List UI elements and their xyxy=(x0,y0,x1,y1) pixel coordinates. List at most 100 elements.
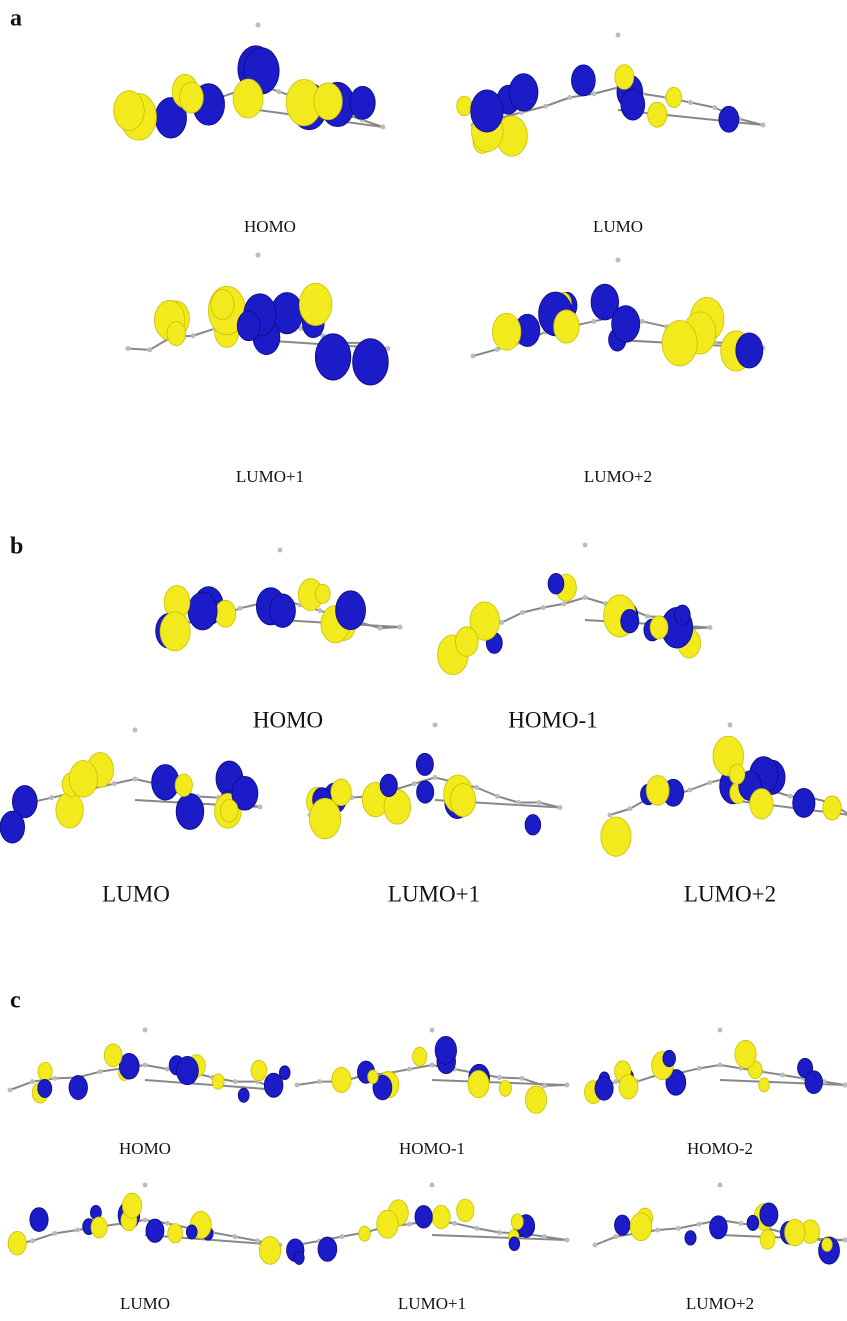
orbital-lobe xyxy=(180,82,204,113)
atom xyxy=(520,610,525,615)
bond xyxy=(235,1237,258,1241)
bond xyxy=(678,1224,699,1228)
orbital-lobe xyxy=(435,1036,456,1064)
orbital-lobe xyxy=(152,764,179,800)
orbital-lobe xyxy=(471,90,503,132)
atom xyxy=(565,1083,570,1088)
orbital-lobe xyxy=(432,1205,450,1228)
orbital-lobe xyxy=(233,79,263,118)
orbital-lobe xyxy=(69,761,97,798)
orbital-image xyxy=(8,1028,283,1104)
atom xyxy=(543,104,548,109)
atom xyxy=(433,723,438,728)
atom xyxy=(433,775,438,780)
atom xyxy=(562,601,567,606)
orbital-image xyxy=(8,1183,283,1265)
orbital-lobe xyxy=(621,609,639,633)
orbital-lobe xyxy=(215,600,236,627)
atom xyxy=(381,125,386,130)
atom xyxy=(712,105,717,110)
orbital-lobe xyxy=(662,321,697,366)
orbital-label: LUMO xyxy=(120,1294,170,1313)
atom xyxy=(718,1063,723,1068)
orbital-lobe xyxy=(336,591,366,630)
orbital-lobe xyxy=(747,1215,759,1230)
atom xyxy=(843,1083,847,1088)
bond xyxy=(114,779,135,784)
orbital-lobe xyxy=(176,794,204,830)
bond xyxy=(432,1080,567,1085)
bond xyxy=(642,321,666,326)
orbital-lobe xyxy=(359,1226,371,1241)
orbital-lobe xyxy=(212,1074,224,1089)
orbital-image xyxy=(287,1183,570,1265)
orbital-lobe xyxy=(511,1214,523,1230)
orbital-image xyxy=(584,1028,847,1104)
atom xyxy=(583,543,588,548)
atom xyxy=(655,1228,660,1233)
orbital-lobe xyxy=(736,333,763,368)
bond xyxy=(55,1230,78,1233)
orbital-lobe xyxy=(177,1056,199,1084)
atom xyxy=(593,1243,598,1248)
atom xyxy=(30,1238,35,1243)
bond xyxy=(690,783,710,791)
orbital-lobe xyxy=(648,102,667,127)
orbital-lobe xyxy=(114,91,145,131)
atom xyxy=(843,1238,847,1243)
orbital-lobe xyxy=(499,1080,511,1096)
atom xyxy=(537,800,542,805)
orbital-image xyxy=(471,258,766,372)
atom xyxy=(608,813,613,818)
orbital-lobe xyxy=(509,74,538,112)
atom xyxy=(191,333,196,338)
bond xyxy=(594,88,618,94)
orbital-lobe xyxy=(350,86,375,119)
atom xyxy=(475,1226,480,1231)
orbital-lobe xyxy=(805,1071,823,1094)
orbital-image xyxy=(457,33,766,157)
orbital-image xyxy=(114,23,386,141)
orbital-lobe xyxy=(56,792,83,828)
orbital-lobe xyxy=(612,306,640,343)
orbital-lobe xyxy=(646,776,669,806)
orbital-label: HOMO-1 xyxy=(399,1139,465,1158)
orbital-lobe xyxy=(663,1050,676,1066)
atom xyxy=(133,777,138,782)
atom xyxy=(591,319,596,324)
orbital-label: LUMO+2 xyxy=(684,881,776,906)
atom xyxy=(616,258,621,263)
orbital-lobe xyxy=(685,1231,696,1246)
atom xyxy=(761,123,766,128)
orbital-image xyxy=(438,543,713,675)
orbital-lobe xyxy=(823,796,842,820)
orbital-lobe xyxy=(353,339,389,385)
atom xyxy=(233,1079,238,1084)
atom xyxy=(676,1226,681,1231)
atom xyxy=(640,319,645,324)
atom xyxy=(378,626,383,631)
atom xyxy=(278,548,283,553)
bond xyxy=(699,1065,720,1068)
atom xyxy=(8,1088,13,1093)
atom xyxy=(738,1221,743,1226)
orbital-lobe xyxy=(621,89,645,120)
atom xyxy=(256,23,261,28)
orbital-lobe xyxy=(238,1088,249,1102)
orbital-lobe xyxy=(630,1213,651,1241)
orbital-lobe xyxy=(167,322,186,346)
atom xyxy=(147,347,152,352)
atom xyxy=(430,1183,435,1188)
bond xyxy=(33,1233,56,1241)
atom xyxy=(542,1083,547,1088)
orbital-lobe xyxy=(377,1210,399,1238)
atom xyxy=(133,728,138,733)
bond xyxy=(10,1082,33,1090)
orbital-lobe xyxy=(760,1230,775,1249)
orbital-lobe xyxy=(468,1071,489,1098)
orbital-label: LUMO+1 xyxy=(398,1294,466,1313)
atom xyxy=(452,1221,457,1226)
orbital-label: HOMO xyxy=(244,217,296,236)
atom xyxy=(53,1231,58,1236)
bond xyxy=(477,1228,500,1232)
